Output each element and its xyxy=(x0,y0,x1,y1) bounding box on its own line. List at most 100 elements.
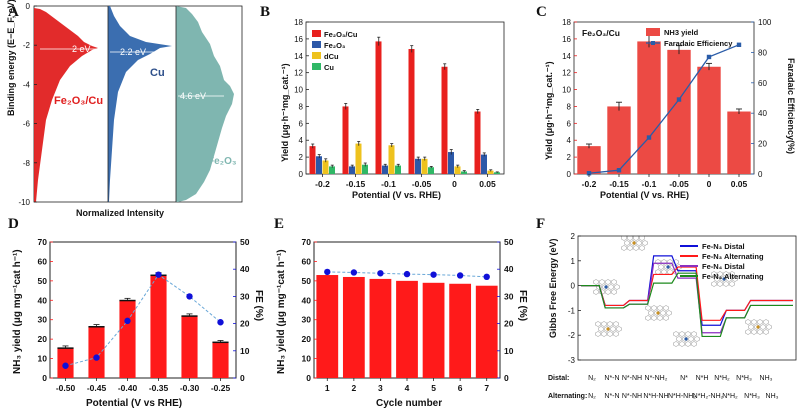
fe-point-4 xyxy=(430,271,437,278)
hex-cell xyxy=(691,331,697,337)
2-ytick-label-right: 0 xyxy=(758,170,763,179)
hex-cell xyxy=(660,310,666,316)
x-tick-label: 1 xyxy=(325,383,330,393)
hex-cell xyxy=(751,329,757,335)
a-ytick-label: -2 xyxy=(23,41,31,50)
f-ytick-label: -3 xyxy=(568,356,576,365)
bar-b-0 xyxy=(474,111,481,174)
2-ytick-label-left: 18 xyxy=(562,18,571,27)
atom-dot xyxy=(684,337,688,341)
hex-cell xyxy=(685,341,691,347)
bar-b-2 xyxy=(355,143,362,174)
hex-cell xyxy=(633,245,639,251)
panel-c-annotation: Fe₂O₃/Cu xyxy=(582,28,620,38)
hex-cell xyxy=(711,281,717,287)
x-tick-label: -0.2 xyxy=(582,179,597,189)
panel-b-bar-chart: 0 2 4 6 8 10 12 14 16 18 -0.2 -0.15 -0.1 -0.05 0 0.05 Y… xyxy=(280,18,505,200)
x-tick-label: 4 xyxy=(405,383,410,393)
hex-cell xyxy=(639,245,645,251)
hex-cell xyxy=(723,271,729,277)
legend-swatch-b xyxy=(312,41,321,48)
panel-c-bar-line-chart: 0 2 4 6 8 10 12 14 16 18 0 20 40 60 80 100 -0.2 -0.15 -0.1… xyxy=(544,18,796,200)
fe-point-4 xyxy=(456,272,464,279)
bar-b-2 xyxy=(388,145,395,174)
hex-cell xyxy=(691,341,697,347)
panel-c-ylabel: Yield (μg·h⁻¹mg_cat.⁻¹) xyxy=(544,61,554,160)
3-ytick-label-left: 30 xyxy=(38,315,48,325)
hex-cell xyxy=(630,240,636,246)
series-name-cu: Cu xyxy=(150,67,165,79)
fe-point-c xyxy=(706,54,712,60)
alternating-step-label: NH₃ xyxy=(766,393,779,400)
bar-top-3 xyxy=(57,347,74,349)
panel-label-a: A xyxy=(8,4,19,20)
1-ytick-label-left: 8 xyxy=(299,102,304,111)
hex-cell xyxy=(763,329,769,335)
1-ytick-label-left: 18 xyxy=(294,18,303,27)
4-ytick-label-right: 40 xyxy=(504,264,514,274)
fe-point-c xyxy=(646,135,652,140)
series-name-fe2o3cu: Fe₂O₃/Cu xyxy=(54,95,103,107)
hex-cell xyxy=(605,279,611,285)
panel-d-xlabel: Potential (V vs RHE) xyxy=(86,398,182,409)
center-label-fe2o3cu: 2 eV xyxy=(72,44,91,54)
bar-3 xyxy=(150,275,167,378)
hex-cell xyxy=(655,259,661,265)
hex-cell xyxy=(624,240,630,246)
1-ytick-label-left: 0 xyxy=(299,170,304,179)
3-ytick-label-left: 0 xyxy=(42,373,47,383)
molecule-structure-icon xyxy=(745,319,772,335)
distal-step-label: N*-NH₂ xyxy=(645,375,668,382)
x-tick-label: 0 xyxy=(452,179,457,189)
legend-label-f: Fe-N₃ Alternating xyxy=(702,252,764,261)
panel-f-ylabel: Gibbs Free Energy (eV) xyxy=(548,238,558,338)
2-ytick-label-left: 14 xyxy=(562,52,571,61)
distal-step-label: N₂ xyxy=(588,375,596,382)
alternating-step-label: N*H₂-NH₂ xyxy=(693,393,724,400)
panel-d-frame xyxy=(49,241,237,379)
bar-4 xyxy=(422,282,445,378)
alternating-step-label: N*-NH xyxy=(622,393,642,400)
1-ytick-label-left: 4 xyxy=(299,136,304,145)
bar-b-3 xyxy=(395,165,401,174)
bar-b-0 xyxy=(309,146,316,174)
hex-cell xyxy=(639,235,645,241)
alternating-step-label: N*H-NH₂ xyxy=(668,393,696,400)
2-ytick-label-right: 20 xyxy=(758,140,767,149)
distal-step-label: NH₃ xyxy=(760,375,773,382)
x-tick-label: -0.2 xyxy=(315,179,330,189)
hex-cell xyxy=(658,264,664,270)
4-ytick-label-right: 10 xyxy=(504,346,514,356)
hex-cell xyxy=(757,329,763,335)
atom-dot xyxy=(666,265,670,269)
bar-b-1 xyxy=(448,152,454,174)
panel-d-ylabel2: FE (%) xyxy=(253,290,264,321)
1-ytick-label-left: 16 xyxy=(294,35,303,44)
f-ytick-label: 2 xyxy=(571,232,576,241)
legend-swatch-b xyxy=(312,52,321,59)
hex-cell xyxy=(661,269,667,275)
hex-cell xyxy=(642,240,648,246)
panel-label-f: F xyxy=(536,216,545,232)
panel-e-bar-line-chart: 0 10 20 30 40 50 60 70 0 10 20 30 40 50 1 2 3 4 5 6 7 NH₃ yi… xyxy=(276,237,528,409)
dos-curve-fe2o3 xyxy=(176,6,234,202)
fe-point-c xyxy=(736,42,742,47)
legend-swatch-c-yield xyxy=(646,28,660,36)
hex-cell xyxy=(673,331,679,337)
x-tick-label: 0 xyxy=(707,179,712,189)
bar-4 xyxy=(342,276,365,378)
panel-b-ylabel: Yield (μg·h⁻¹mg_cat.⁻¹) xyxy=(280,63,290,162)
panel-d-bar-line-chart: 0 10 20 30 40 50 60 70 0 10 20 30 40 50 -0.50 -0.45 -0.4… xyxy=(12,237,264,409)
hex-cell xyxy=(595,321,601,327)
3-ytick-label-right: 30 xyxy=(240,291,250,301)
legend-swatch-b xyxy=(312,30,321,37)
hex-cell xyxy=(601,321,607,327)
hex-cell xyxy=(723,281,729,287)
hex-cell xyxy=(682,336,688,342)
hex-cell xyxy=(621,235,627,241)
bar-top-3 xyxy=(119,299,136,302)
hex-cell xyxy=(598,326,604,332)
hex-cell xyxy=(661,259,667,265)
panel-f-frame xyxy=(577,235,797,361)
fe-point-3 xyxy=(124,317,131,325)
